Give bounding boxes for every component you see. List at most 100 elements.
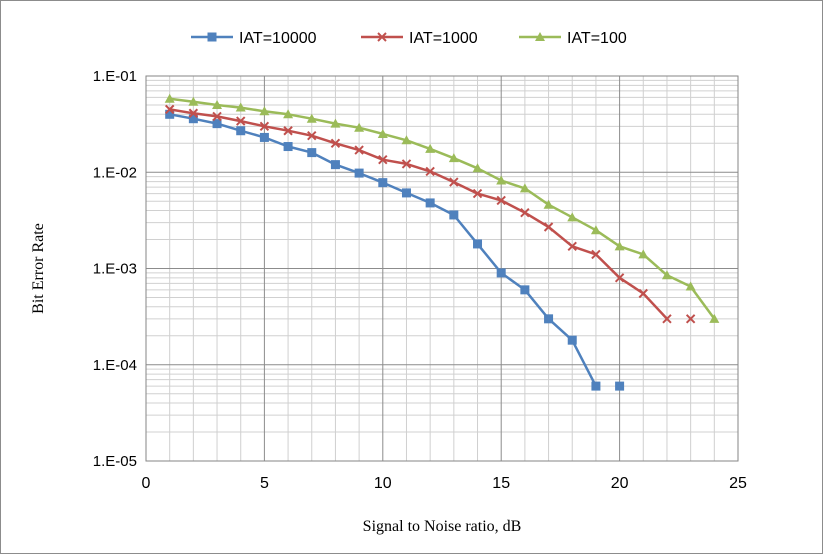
y-axis-title: Bit Error Rate — [30, 223, 47, 314]
x-tick-label: 20 — [611, 475, 629, 492]
data-point — [283, 109, 294, 119]
legend-item: IAT=10000 — [191, 30, 317, 47]
data-point — [354, 145, 364, 155]
data-point — [401, 159, 412, 169]
data-point — [354, 168, 364, 178]
x-tick-label: 15 — [492, 475, 510, 492]
data-point — [614, 273, 625, 283]
legend-item: IAT=1000 — [361, 30, 478, 47]
data-point — [543, 199, 554, 209]
y-tick-label: 1.E-03 — [93, 261, 137, 278]
data-point — [378, 178, 388, 188]
data-point — [236, 116, 246, 126]
series-1 — [164, 104, 696, 324]
plot-area — [145, 75, 739, 462]
data-point — [378, 154, 388, 165]
data-point — [330, 160, 340, 170]
x-tick-label: 10 — [374, 475, 392, 492]
y-tick-label: 1.E-02 — [93, 164, 137, 181]
y-tick-label: 1.E-04 — [93, 357, 137, 374]
data-point — [164, 93, 175, 103]
data-point — [567, 335, 577, 345]
data-point — [496, 175, 507, 185]
data-point — [425, 198, 435, 208]
data-point — [259, 121, 270, 132]
data-point — [614, 241, 625, 251]
data-point — [212, 119, 222, 129]
data-point — [188, 108, 199, 118]
data-point — [520, 285, 530, 295]
data-point — [236, 126, 246, 136]
data-point — [306, 113, 317, 123]
data-point — [212, 99, 223, 109]
series-0 — [165, 109, 625, 391]
data-point — [661, 270, 672, 280]
data-point — [590, 225, 601, 235]
series-2 — [164, 93, 720, 323]
data-point — [449, 210, 459, 220]
data-point — [709, 313, 720, 323]
y-axis-tick-labels: 1.E-05 1.E-04 1.E-03 1.E-02 1.E-01 — [93, 68, 137, 470]
legend: IAT=10000 IAT=1000 IAT=100 — [191, 30, 627, 47]
legend-marker — [377, 32, 387, 42]
legend-item: IAT=100 — [519, 30, 627, 47]
data-point — [662, 314, 672, 324]
data-point — [377, 128, 388, 138]
legend-label: IAT=1000 — [409, 30, 478, 47]
data-point — [685, 314, 696, 324]
series-layer — [164, 93, 720, 391]
data-point — [448, 153, 459, 163]
data-point — [519, 183, 530, 193]
x-axis-title: Signal to Noise ratio, dB — [363, 518, 522, 535]
data-point — [354, 122, 365, 132]
x-tick-label: 5 — [260, 475, 269, 492]
data-point — [283, 126, 293, 136]
data-point — [473, 239, 483, 249]
data-point — [685, 281, 696, 291]
data-point — [212, 111, 222, 122]
data-point — [330, 138, 341, 148]
data-point — [259, 106, 270, 116]
data-point — [449, 177, 459, 187]
x-axis-tick-labels: 0 5 10 15 20 25 — [142, 475, 747, 492]
data-point — [544, 314, 554, 324]
data-point — [259, 132, 269, 142]
data-point — [638, 249, 649, 259]
data-point — [188, 114, 198, 124]
legend-marker — [535, 32, 545, 41]
data-point — [638, 288, 648, 299]
data-point — [543, 222, 554, 232]
data-point — [283, 142, 293, 152]
data-point — [496, 195, 506, 206]
data-point — [472, 188, 483, 199]
data-point — [165, 109, 175, 119]
data-point — [591, 249, 601, 260]
data-point — [425, 143, 436, 153]
data-point — [567, 212, 578, 222]
data-point — [307, 148, 317, 158]
data-point — [307, 130, 317, 141]
data-point — [188, 96, 199, 106]
legend-label: IAT=100 — [567, 30, 627, 47]
data-point — [472, 163, 483, 173]
series-line — [169, 108, 668, 320]
data-point — [615, 381, 625, 391]
x-tick-label: 25 — [729, 475, 747, 492]
data-point — [330, 118, 341, 128]
data-point — [235, 102, 246, 112]
data-point — [520, 207, 530, 218]
data-point — [164, 104, 175, 115]
data-point — [496, 268, 506, 278]
legend-label: IAT=10000 — [239, 30, 317, 47]
data-point — [401, 188, 411, 198]
data-point — [401, 135, 412, 145]
minor-gridlines — [146, 76, 738, 461]
x-tick-label: 0 — [142, 475, 151, 492]
data-point — [591, 381, 601, 391]
series-line — [169, 97, 716, 320]
y-tick-label: 1.E-01 — [93, 68, 137, 85]
data-point — [567, 241, 577, 252]
y-tick-label: 1.E-05 — [93, 453, 137, 470]
